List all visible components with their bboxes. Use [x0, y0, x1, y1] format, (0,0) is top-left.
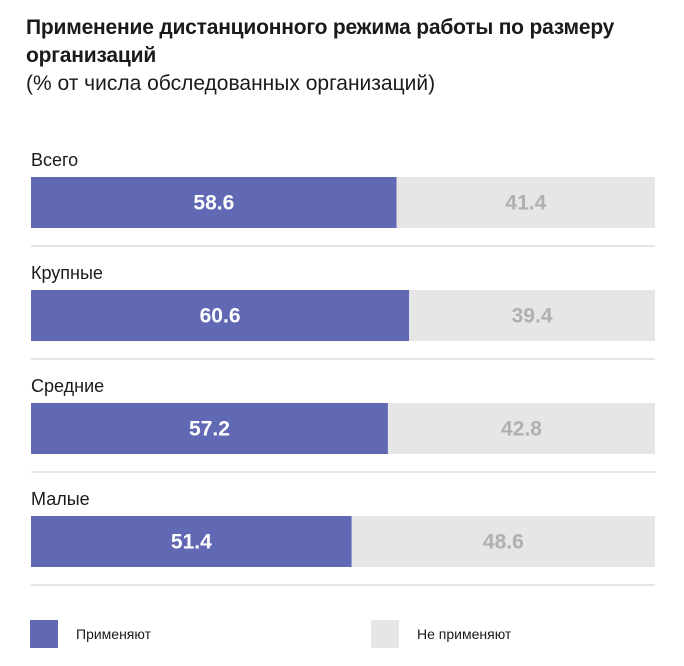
chart-title: Применение дистанционного режима работы … — [26, 16, 615, 67]
bar-not-applied-large — [409, 290, 655, 341]
bar-not-applied-total — [396, 177, 655, 228]
value-label-not-applied-medium: 42.8 — [501, 418, 542, 441]
category-label-large: Крупные — [31, 263, 103, 283]
legend: Применяют Не применяют — [30, 620, 670, 648]
value-label-not-applied-total: 41.4 — [505, 192, 546, 215]
value-label-not-applied-large: 39.4 — [512, 305, 553, 328]
legend-item-applied: Применяют — [30, 620, 151, 648]
value-label-applied-medium: 57.2 — [189, 418, 230, 441]
category-label-medium: Средние — [31, 376, 104, 396]
category-label-small: Малые — [31, 489, 90, 509]
legend-label-applied: Применяют — [76, 626, 151, 642]
bar-applied-small — [31, 516, 352, 567]
category-label-total: Всего — [31, 150, 78, 170]
bar-not-applied-small — [351, 516, 655, 567]
bar-applied-large — [31, 290, 410, 341]
value-label-not-applied-small: 48.6 — [483, 531, 524, 554]
title-block: Применение дистанционного режима работы … — [26, 14, 666, 98]
legend-swatch-applied — [30, 620, 58, 648]
bar-not-applied-medium — [387, 403, 655, 454]
legend-label-not-applied: Не применяют — [417, 626, 512, 642]
legend-item-not-applied: Не применяют — [371, 620, 511, 648]
value-label-applied-small: 51.4 — [171, 531, 212, 554]
legend-swatch-not-applied — [371, 620, 399, 648]
value-label-applied-large: 60.6 — [200, 305, 241, 328]
value-label-applied-total: 58.6 — [193, 192, 234, 215]
bar-applied-total — [31, 177, 397, 228]
bar-applied-medium — [31, 403, 388, 454]
chart-subtitle: (% от числа обследованных организаций) — [26, 72, 436, 95]
